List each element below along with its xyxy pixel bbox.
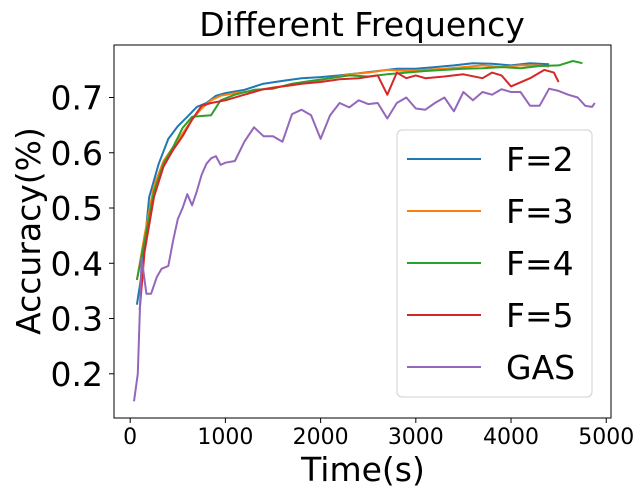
plot-frame	[113, 44, 612, 419]
y-tick-label: 0.5	[51, 189, 103, 228]
legend-label-f2: F=2	[506, 140, 574, 179]
x-tick-label: 5000	[578, 425, 634, 450]
y-tick-label: 0.2	[51, 355, 103, 394]
x-tick-label: 1000	[197, 425, 253, 450]
series-line-f4	[135, 60, 583, 281]
legend-box	[396, 129, 593, 398]
y-tick-label: 0.7	[51, 78, 103, 117]
axis-layer: 0 1000 2000 3000 4000 5000 0.2 0.3 0.4 0.5 0.6 0.7	[51, 78, 635, 450]
y-tick-label: 0.4	[51, 244, 103, 283]
x-tick-label: 3000	[388, 425, 444, 450]
x-tick-label: 2000	[293, 425, 349, 450]
y-tick-label: 0.6	[51, 134, 103, 173]
legend-label-gas: GAS	[506, 348, 575, 387]
y-axis-label: Accuracy(%)	[9, 127, 48, 335]
series-line-f2	[135, 62, 550, 305]
chart-title: Different Frequency	[199, 5, 525, 44]
legend-label-f4: F=4	[506, 244, 574, 283]
series-layer	[133, 60, 596, 402]
legend-label-f3: F=3	[506, 192, 574, 231]
series-line-f5	[138, 68, 560, 311]
legend: F=2 F=3 F=4 F=5 GAS	[396, 129, 593, 398]
x-axis-label: Time(s)	[300, 450, 425, 489]
legend-label-f5: F=5	[506, 296, 574, 335]
y-tick-label: 0.3	[51, 300, 103, 339]
x-tick-label: 4000	[483, 425, 539, 450]
series-line-gas	[133, 87, 596, 402]
x-tick-label: 0	[123, 425, 137, 450]
